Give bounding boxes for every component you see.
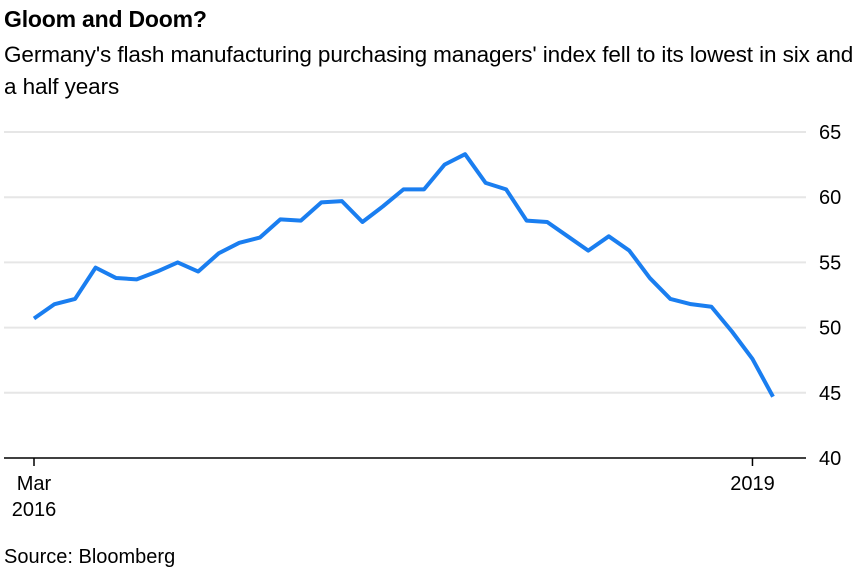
tick-labels: 40 45 50 55 60 65 Mar 2016 2019	[12, 122, 842, 521]
gridlines	[4, 131, 806, 394]
y-tick-label-50: 50	[819, 318, 841, 340]
x-tick-label-Mar: Mar	[17, 473, 52, 495]
chart-subtitle: Germany's flash manufacturing purchasing…	[4, 42, 854, 99]
x-tick-label-2019: 2019	[730, 473, 775, 495]
y-tick-label-60: 60	[819, 187, 841, 209]
y-tick-label-65: 65	[819, 122, 841, 144]
chart-title: Gloom and Doom?	[4, 6, 207, 32]
x-tick-label-2016: 2016	[12, 499, 57, 521]
y-tick-label-55: 55	[819, 252, 841, 274]
series-layer	[32, 152, 775, 398]
y-tick-label-45: 45	[819, 383, 841, 405]
series-line-pmi	[32, 152, 775, 398]
source-note: Source: Bloomberg	[4, 546, 176, 568]
y-tick-label-40: 40	[819, 448, 841, 470]
x-axis	[4, 457, 806, 466]
